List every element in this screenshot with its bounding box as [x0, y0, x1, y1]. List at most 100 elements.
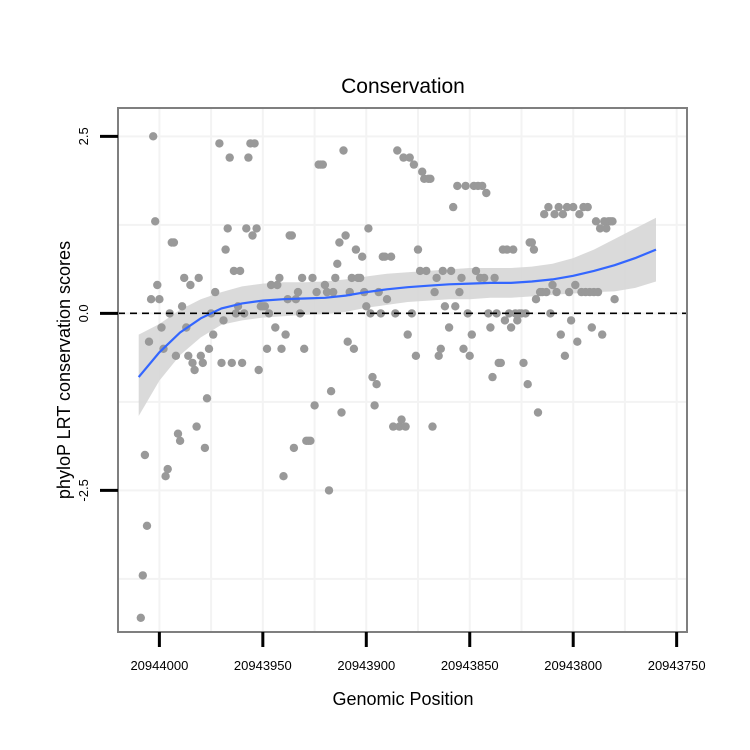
data-point	[175, 436, 185, 445]
data-point	[229, 266, 239, 276]
data-point	[310, 401, 319, 410]
data-point	[401, 422, 410, 431]
data-point	[157, 323, 166, 332]
data-point	[242, 224, 251, 233]
data-point	[333, 259, 342, 268]
data-point	[411, 351, 421, 360]
data-point	[523, 380, 532, 389]
data-point	[337, 408, 346, 417]
data-point	[320, 280, 330, 290]
data-point	[552, 287, 561, 297]
data-point	[467, 330, 476, 339]
smooth-line-group	[137, 248, 657, 378]
data-point	[389, 422, 398, 431]
data-point	[496, 358, 505, 368]
data-point	[372, 380, 381, 389]
data-point	[370, 401, 379, 410]
data-point	[351, 245, 361, 254]
data-point	[488, 372, 497, 382]
data-point	[393, 146, 402, 155]
data-point	[209, 330, 218, 339]
data-point	[484, 309, 493, 318]
data-point	[415, 266, 425, 276]
y-tick-label: 2.5	[76, 127, 91, 145]
data-point	[362, 302, 371, 311]
data-point	[138, 571, 147, 580]
data-point	[556, 330, 565, 339]
data-point	[260, 302, 270, 311]
data-point	[281, 330, 290, 339]
data-point	[250, 139, 259, 148]
data-point	[610, 295, 619, 304]
data-point	[355, 273, 365, 283]
data-point	[347, 273, 356, 283]
data-point	[428, 422, 437, 431]
data-point	[438, 266, 447, 276]
data-point	[171, 351, 181, 360]
data-point	[436, 344, 445, 353]
data-point	[177, 302, 187, 311]
data-point	[231, 309, 241, 318]
data-point	[339, 146, 348, 155]
data-point	[200, 443, 210, 453]
data-point	[486, 323, 495, 332]
confidence-ribbon-group	[138, 217, 656, 416]
data-point	[146, 295, 156, 304]
data-point	[513, 316, 522, 325]
data-point	[312, 287, 321, 297]
data-point	[306, 436, 315, 445]
data-point	[478, 181, 487, 191]
data-point	[571, 280, 580, 290]
data-point	[529, 245, 539, 254]
data-point	[562, 202, 572, 212]
data-point	[300, 344, 309, 353]
chart-title: Conservation	[341, 75, 465, 98]
data-point	[161, 472, 170, 481]
data-point	[326, 387, 336, 396]
data-point	[324, 486, 334, 495]
data-point	[219, 316, 228, 325]
data-point	[322, 287, 332, 297]
data-point	[471, 266, 481, 276]
data-point	[409, 160, 419, 169]
data-point	[173, 429, 183, 438]
data-point	[202, 394, 212, 403]
data-point	[457, 273, 466, 283]
x-tick-label: 20943900	[337, 658, 395, 673]
data-point	[569, 202, 578, 212]
x-tick-label: 20943800	[544, 658, 602, 673]
data-point	[573, 337, 582, 346]
data-point	[252, 224, 261, 233]
data-point	[461, 181, 470, 191]
data-point	[602, 224, 611, 233]
data-point	[519, 358, 528, 368]
data-point	[583, 202, 592, 212]
data-point	[136, 613, 145, 622]
data-point	[287, 231, 296, 240]
grid-lines	[118, 108, 687, 632]
data-point	[144, 337, 154, 346]
data-point	[554, 202, 563, 212]
data-point	[386, 252, 396, 261]
data-point	[451, 302, 460, 311]
y-axis-title: phyloP LRT conservation scores	[54, 241, 74, 499]
data-point	[490, 273, 499, 283]
data-point	[504, 309, 514, 318]
data-point	[533, 408, 543, 417]
data-point	[566, 316, 576, 325]
data-point	[223, 224, 232, 233]
data-point	[608, 217, 617, 226]
data-point	[434, 351, 443, 360]
data-point	[151, 217, 160, 226]
data-point	[217, 358, 226, 368]
data-point	[254, 365, 263, 375]
data-point	[169, 238, 179, 247]
data-point	[380, 252, 390, 261]
data-point	[180, 273, 189, 283]
data-point	[349, 344, 359, 353]
data-point	[548, 280, 557, 290]
data-point	[289, 443, 299, 453]
data-point	[395, 422, 404, 431]
data-point	[277, 344, 286, 353]
data-point	[422, 266, 431, 276]
